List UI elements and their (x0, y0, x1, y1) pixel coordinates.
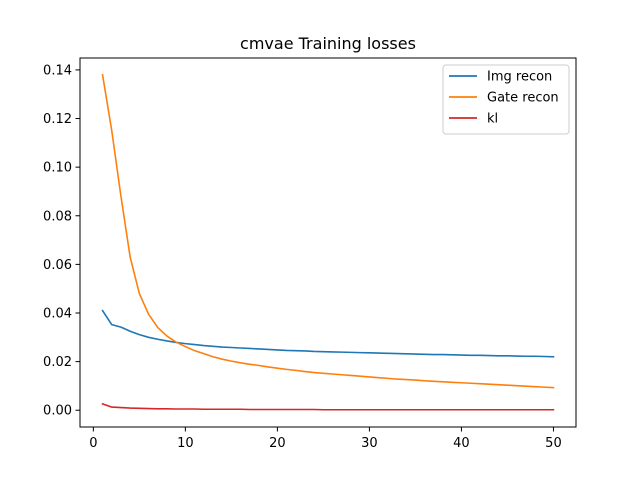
x-tick-label: 0 (89, 436, 97, 451)
x-tick-label: 10 (177, 436, 194, 451)
y-tick-label: 0.12 (43, 112, 72, 127)
series-layer (101, 73, 555, 411)
series-line-gate-recon (101, 73, 555, 389)
x-tick-label: 20 (269, 436, 286, 451)
chart-title: cmvae Training losses (240, 34, 416, 53)
y-tick-label: 0.06 (43, 258, 72, 273)
legend-label-img-recon: Img recon (487, 70, 552, 85)
plot-frame (79, 57, 577, 428)
y-tick-label: 0.00 (43, 404, 72, 419)
x-tick-label: 50 (545, 436, 562, 451)
legend-box (442, 64, 570, 135)
y-tick-label: 0.10 (43, 161, 72, 176)
axes-layer: 0 10 20 30 40 50 0.00 0.02 0.04 0.06 0.08 0.10 0.12 0… (43, 57, 577, 451)
legend-label-gate-recon: Gate recon (487, 91, 559, 106)
y-tick-label: 0.14 (43, 63, 72, 78)
x-tick-label: 30 (361, 436, 378, 451)
legend: Img recon Gate recon kl (442, 64, 570, 135)
legend-label-kl: kl (487, 112, 498, 127)
y-tick-label: 0.08 (43, 209, 72, 224)
y-tick-label: 0.02 (43, 355, 72, 370)
y-tick-label: 0.04 (43, 306, 72, 321)
x-tick-label: 40 (453, 436, 470, 451)
series-line-kl (101, 402, 555, 411)
